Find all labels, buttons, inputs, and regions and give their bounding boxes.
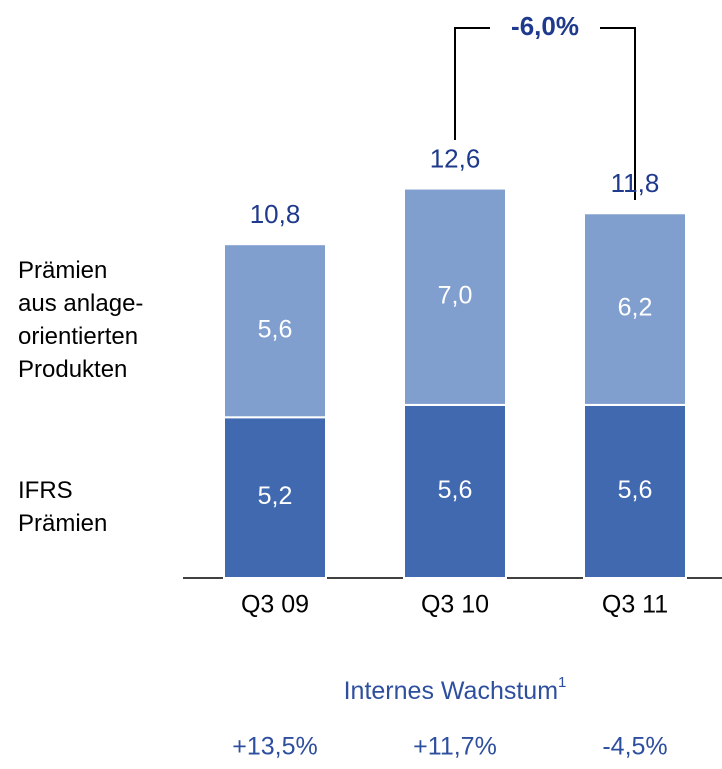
- bar-segment: [223, 416, 327, 580]
- segment-label: 7,0: [438, 281, 473, 309]
- legend-label: IFRS Prämien: [18, 477, 108, 537]
- segment-label: 6,2: [618, 294, 653, 322]
- growth-label: +13,5%: [232, 733, 318, 761]
- x-tick-label: Q3 10: [421, 591, 489, 619]
- x-tick-label: Q3 09: [241, 591, 309, 619]
- footnote-marker: 1: [558, 674, 566, 691]
- bar-segment: [223, 243, 327, 419]
- legend-label: Prämien aus anlage- orientierten Produkt…: [18, 257, 144, 383]
- total-label: 11,8: [611, 168, 660, 198]
- growth-label: +11,7%: [413, 733, 497, 761]
- bar-segment: [583, 403, 687, 579]
- total-label: 10,8: [250, 199, 301, 229]
- growth-title: Internes Wachstum1: [344, 674, 567, 705]
- x-tick-label: Q3 11: [602, 591, 668, 619]
- total-label: 12,6: [430, 143, 481, 173]
- segment-label: 5,2: [258, 482, 293, 510]
- segment-label: 5,6: [438, 476, 473, 504]
- annotation: -6,0%: [511, 11, 579, 41]
- growth-title-text: Internes Wachstum: [344, 677, 558, 705]
- bar-segment: [403, 403, 507, 579]
- segment-label: 5,6: [258, 315, 293, 343]
- bar-segment: [403, 187, 507, 406]
- bar-segment: [583, 212, 687, 406]
- segment-label: 5,6: [618, 476, 653, 504]
- growth-label: -4,5%: [602, 733, 667, 761]
- comparison-bracket: [454, 27, 636, 200]
